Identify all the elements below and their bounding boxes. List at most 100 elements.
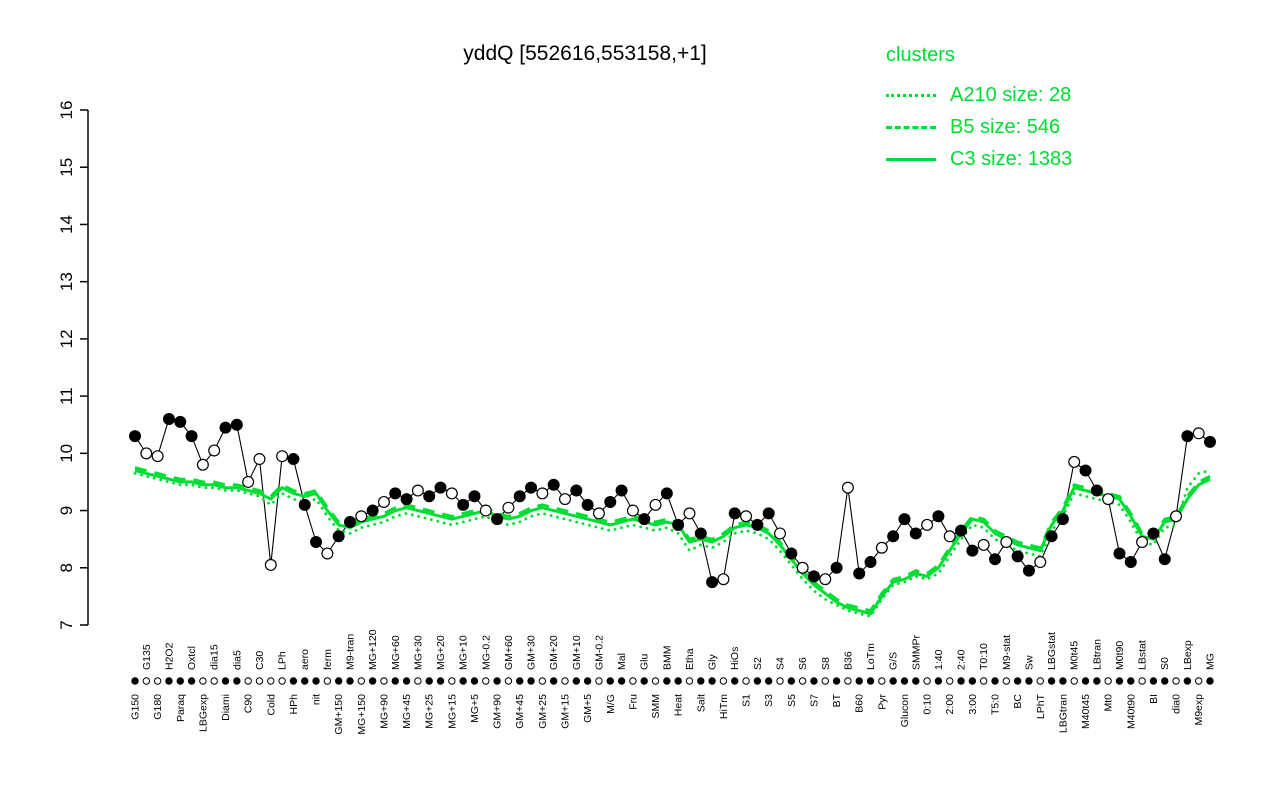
data-point-marker: [672, 518, 685, 531]
condition-presence-dot: [685, 677, 694, 685]
data-point-marker: [1136, 536, 1149, 549]
x-axis-label: SMMPr: [910, 635, 922, 671]
data-point-marker: [321, 547, 334, 560]
x-axis-label: Pyr: [876, 693, 888, 709]
x-axis-label: S1: [741, 694, 753, 707]
condition-presence-dot: [482, 677, 490, 685]
x-axis-label: MG+30: [412, 635, 424, 670]
x-axis-label: T5:0: [990, 694, 1002, 715]
data-point-marker: [276, 450, 289, 463]
data-point-marker: [1158, 553, 1171, 566]
x-axis-label: Cold: [265, 694, 277, 716]
x-axis-label: MG+20: [435, 635, 447, 670]
x-axis-label: Mt0: [1103, 694, 1115, 712]
data-point-marker: [706, 576, 719, 589]
legend-entry-c3: C3 size: 1383: [886, 143, 1072, 175]
condition-presence-dot: [889, 677, 897, 685]
x-axis-label: MG+15: [446, 694, 458, 729]
x-axis-label: MG: [1205, 653, 1217, 670]
x-axis-label: Oxtcl: [186, 646, 198, 670]
data-point-marker: [683, 507, 696, 520]
data-point-marker: [796, 561, 809, 574]
condition-presence-dot: [1059, 677, 1067, 685]
data-point-marker: [1022, 564, 1035, 577]
data-point-marker: [898, 513, 911, 526]
x-axis-label: MG-0.2: [480, 635, 492, 670]
condition-presence-dot: [255, 677, 264, 685]
condition-presence-dot: [301, 677, 309, 685]
condition-presence-dot: [844, 677, 852, 685]
legend-title: clusters: [886, 44, 955, 66]
dashed-line-sample: [886, 125, 936, 129]
data-point-marker: [310, 536, 323, 549]
data-point-marker: [525, 481, 538, 494]
legend-entry-label: C3 size: 1383: [950, 147, 1073, 170]
condition-presence-dot: [1093, 677, 1101, 685]
condition-presence-dot: [1161, 677, 1169, 685]
data-point-marker: [694, 527, 707, 540]
data-point-marker: [1068, 455, 1081, 468]
y-axis-tick-label: 10: [57, 444, 76, 463]
x-axis-label: M0t45: [1069, 641, 1081, 670]
condition-presence-dot: [617, 677, 626, 685]
x-axis-label: LBexp: [1182, 640, 1194, 670]
data-point-marker: [298, 498, 311, 511]
condition-presence-dot: [572, 677, 581, 685]
condition-presence-dot: [866, 677, 875, 685]
condition-presence-dot: [233, 677, 241, 685]
condition-presence-dot: [1036, 677, 1044, 685]
x-axis-label: MG+45: [401, 694, 413, 729]
x-axis-label: Heat: [673, 694, 685, 716]
condition-presence-dot: [900, 677, 909, 685]
data-point-marker: [1203, 435, 1216, 448]
x-axis-label: 1:40: [933, 649, 945, 670]
condition-presence-dot: [832, 677, 841, 685]
data-point-marker: [660, 487, 673, 500]
condition-presence-dot: [561, 677, 569, 685]
data-point-marker: [547, 478, 560, 491]
x-axis-label: Mal: [616, 653, 628, 670]
x-axis-label: Paraq: [175, 694, 187, 722]
data-point-marker: [1034, 556, 1047, 569]
data-point-marker: [332, 530, 345, 543]
condition-presence-dot: [402, 677, 411, 685]
x-axis-label: M0t90: [1114, 641, 1126, 670]
x-axis-label: G150: [130, 694, 142, 720]
data-point-marker: [1113, 547, 1126, 560]
x-axis-label: MG+150: [356, 694, 368, 735]
data-point-marker: [434, 481, 447, 494]
data-point-marker: [853, 567, 866, 580]
condition-presence-dot: [606, 677, 614, 685]
data-point-marker: [626, 504, 639, 517]
data-point-marker: [377, 495, 390, 508]
y-axis-tick-label: 8: [57, 563, 76, 572]
x-axis-label: H2O2: [163, 642, 175, 670]
x-axis-label: dia5: [231, 650, 243, 670]
x-axis-label: LBGtran: [1057, 694, 1069, 733]
condition-presence-dot: [414, 677, 422, 685]
x-axis-label: M40t45: [1080, 694, 1092, 729]
data-point-marker: [129, 430, 142, 443]
x-axis-label: Etha: [684, 648, 696, 670]
condition-presence-dot: [131, 677, 139, 685]
condition-presence-dot: [810, 677, 818, 685]
x-axis-label: Salt: [695, 694, 707, 712]
condition-presence-dot: [946, 677, 954, 685]
data-point-marker: [1045, 530, 1058, 543]
data-point-marker: [751, 518, 764, 531]
data-point-marker: [196, 458, 209, 471]
y-axis-tick-label: 14: [57, 215, 76, 234]
condition-presence-dot: [753, 677, 762, 685]
x-axis-label: GM+5: [582, 694, 594, 723]
condition-presence-dot: [1081, 677, 1090, 685]
x-axis-label: C90: [243, 694, 255, 713]
condition-presence-dot: [391, 677, 399, 685]
plot-title: yddQ [552616,553158,+1]: [463, 42, 707, 65]
condition-presence-dot: [278, 677, 286, 685]
condition-presence-dot: [1172, 677, 1180, 685]
y-axis-tick-label: 16: [57, 101, 76, 120]
data-point-marker: [740, 510, 753, 523]
condition-presence-dot: [934, 677, 943, 685]
data-point-marker: [762, 507, 775, 520]
x-axis-label: BMM: [661, 646, 673, 671]
